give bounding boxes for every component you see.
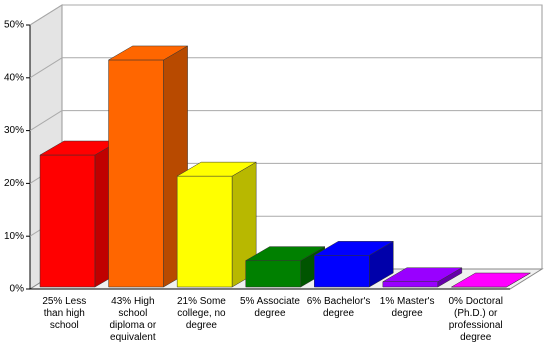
x-tick-label: 43% High school diploma or equivalent xyxy=(109,296,157,343)
y-tick-label: 0% xyxy=(10,284,25,295)
y-tick-label: 20% xyxy=(4,178,24,189)
x-tick-label: 25% Less than high school xyxy=(42,296,87,331)
x-tick-label: 21% Some college, no degree xyxy=(176,296,226,331)
y-tick-label: 10% xyxy=(4,231,24,242)
bar-front xyxy=(314,255,370,288)
x-tick-label: 1% Master's degree xyxy=(379,296,435,319)
grid-line xyxy=(29,57,63,79)
y-tick-label: 40% xyxy=(4,72,24,83)
x-tick-label: 0% Doctoral (Ph.D.) or professional degr… xyxy=(448,296,503,343)
bar-top xyxy=(176,161,258,177)
grid-line xyxy=(29,110,63,132)
bar-top xyxy=(450,272,532,288)
grid-line xyxy=(29,4,63,26)
x-tick-label: 5% Associate degree xyxy=(239,296,300,319)
y-tick-label: 30% xyxy=(4,125,24,136)
bar-front xyxy=(39,154,96,288)
bar-top xyxy=(244,246,326,261)
bar-top xyxy=(107,45,189,61)
bar-top xyxy=(381,267,463,282)
bar-front xyxy=(245,260,301,288)
y-tick-label: 50% xyxy=(4,20,24,31)
x-tick-label: 6% Bachelor's degree xyxy=(306,296,371,319)
bar-front xyxy=(108,59,164,288)
bar-top xyxy=(313,241,395,256)
bar-front xyxy=(176,175,233,288)
bar-front xyxy=(382,281,439,288)
